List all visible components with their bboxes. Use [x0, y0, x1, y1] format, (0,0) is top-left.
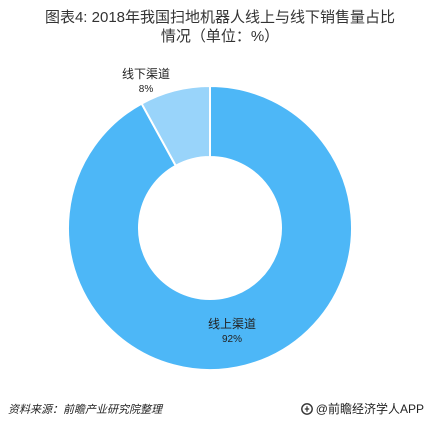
- chart-title: 图表4: 2018年我国扫地机器人线上与线下销售量占比情况（单位：%）: [44, 9, 396, 45]
- donut-slices: [67, 84, 353, 371]
- qianzhan-logo-icon: [300, 402, 313, 415]
- slice-label-1: 线下渠道: [122, 67, 170, 81]
- footer-brand-text: @前瞻经济学人APP: [315, 402, 424, 416]
- donut-labels: 线上渠道 92% 线下渠道 8%: [122, 67, 256, 345]
- pie-slice-1: [140, 84, 211, 168]
- footer-brand: @前瞻经济学人APP: [300, 400, 424, 417]
- footer-source: 资料来源：前瞻产业研究院整理: [8, 404, 162, 416]
- pie-slice-0: [67, 84, 353, 371]
- slice-value-1: 8%: [139, 84, 154, 95]
- slice-value-0: 92%: [222, 334, 242, 345]
- slice-label-0: 线上渠道: [208, 317, 256, 331]
